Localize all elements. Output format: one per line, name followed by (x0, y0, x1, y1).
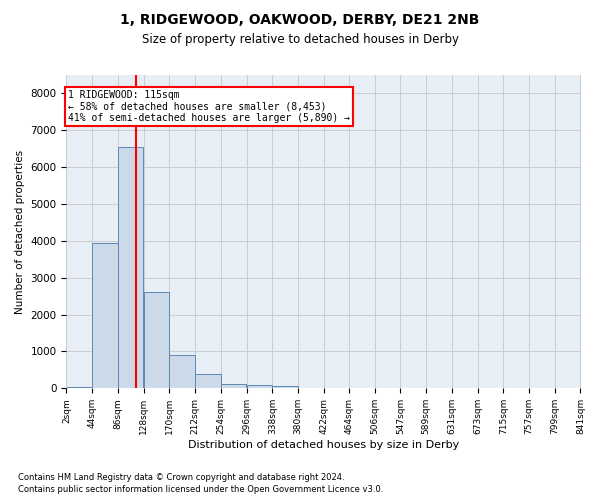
Text: Contains HM Land Registry data © Crown copyright and database right 2024.: Contains HM Land Registry data © Crown c… (18, 474, 344, 482)
X-axis label: Distribution of detached houses by size in Derby: Distribution of detached houses by size … (188, 440, 459, 450)
Bar (118, 147, 143, 388)
Bar (169, 355, 195, 388)
Y-axis label: Number of detached properties: Number of detached properties (15, 150, 25, 314)
Text: 1 RIDGEWOOD: 115sqm
← 58% of detached houses are smaller (8,453)
41% of semi-det: 1 RIDGEWOOD: 115sqm ← 58% of detached ho… (68, 90, 350, 123)
Bar (67, 386, 92, 388)
Bar (144, 292, 169, 388)
Text: 1, RIDGEWOOD, OAKWOOD, DERBY, DE21 2NB: 1, RIDGEWOOD, OAKWOOD, DERBY, DE21 2NB (121, 12, 479, 26)
Bar (272, 386, 298, 388)
Text: Size of property relative to detached houses in Derby: Size of property relative to detached ho… (142, 32, 458, 46)
Text: Contains public sector information licensed under the Open Government Licence v3: Contains public sector information licen… (18, 485, 383, 494)
Bar (221, 384, 247, 388)
Bar (247, 384, 272, 388)
Bar (92, 242, 118, 388)
Bar (195, 374, 221, 388)
